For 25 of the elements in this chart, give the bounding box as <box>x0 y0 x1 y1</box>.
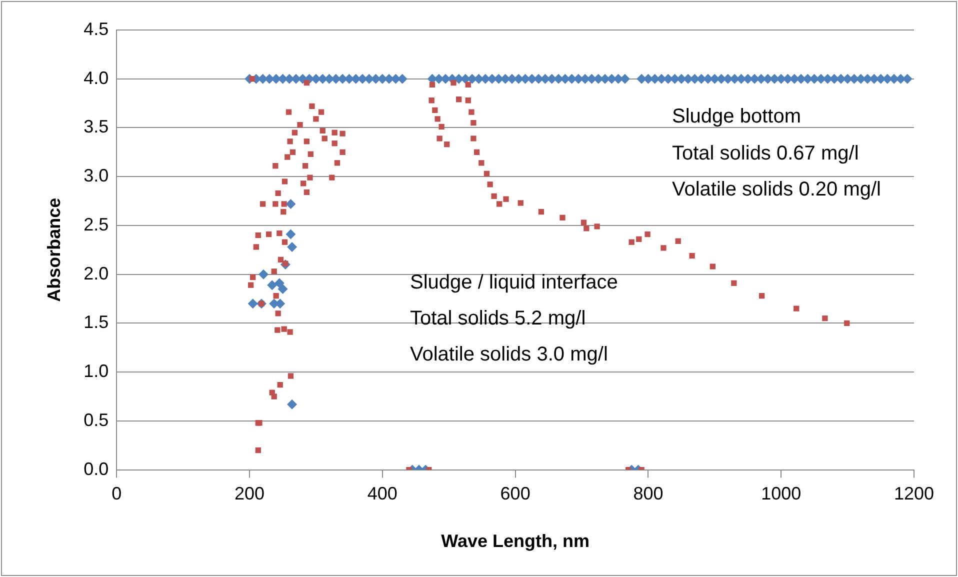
x-tick-label: 400 <box>367 484 398 504</box>
x-tick-label: 800 <box>633 484 664 504</box>
y-tick-label: 0.0 <box>84 458 109 479</box>
annotation: Sludge bottom <box>672 106 801 128</box>
annotation: Total solids 0.67 mg/l <box>672 142 859 165</box>
y-axis-title: Absorbance <box>44 198 64 302</box>
y-tick-label: 0.5 <box>84 410 109 430</box>
x-tick-label: 200 <box>234 484 265 504</box>
annotation: Total solids 5.2 mg/l <box>410 308 586 330</box>
x-axis-title: Wave Length, nm <box>441 531 590 552</box>
y-tick-label: 3.0 <box>84 166 109 186</box>
y-tick-label: 4.0 <box>84 68 109 88</box>
y-tick-label: 2.0 <box>84 263 109 284</box>
y-tick-label: 1.5 <box>84 312 109 332</box>
x-tick-label: 0 <box>112 484 122 504</box>
annotation: Volatile solids 3.0 mg/l <box>410 344 608 366</box>
y-tick-label: 3.5 <box>84 116 109 137</box>
y-tick-label: 1.0 <box>84 361 109 382</box>
y-tick-label: 4.5 <box>84 18 109 39</box>
y-tick-label: 2.5 <box>84 214 109 234</box>
x-tick-label: 600 <box>500 484 530 504</box>
x-tick-label: 1000 <box>761 484 802 504</box>
x-tick-label: 1200 <box>894 484 934 504</box>
annotation: Sludge / liquid interface <box>410 272 618 294</box>
annotation: Volatile solids 0.20 mg/l <box>672 178 882 201</box>
